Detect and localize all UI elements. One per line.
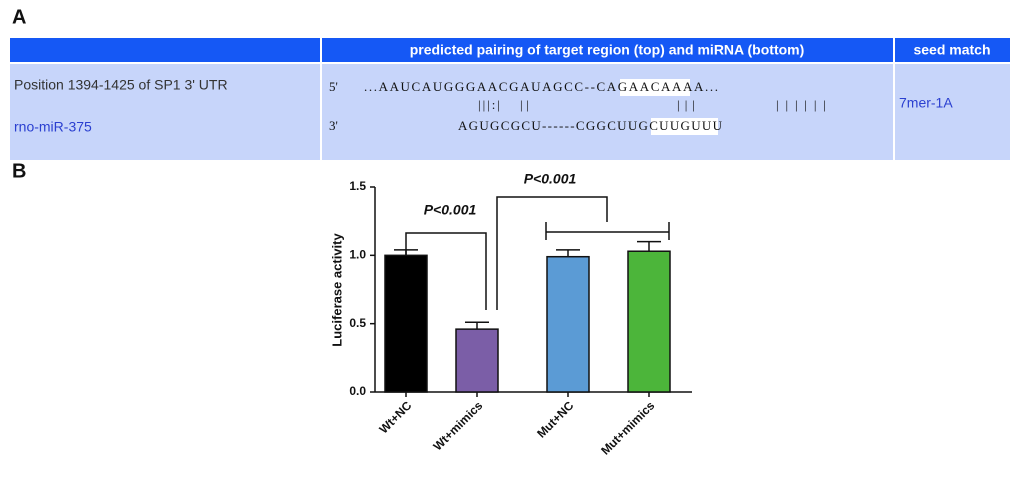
- strand-end: 3': [329, 118, 338, 133]
- seed-match: 7mer-1A: [899, 95, 953, 111]
- bar: [384, 254, 428, 393]
- site-text: Position 1394-1425 of SP1 3' UTR: [14, 77, 228, 93]
- mirna-name: rno-miR-375: [14, 119, 92, 135]
- y-tick-label: 0.0: [349, 384, 366, 398]
- body-cell: [322, 64, 893, 160]
- mirna-sequence: AGUGCGCU------CGGCUUGCUUGUUU: [458, 118, 723, 133]
- header-text: seed match: [913, 42, 990, 58]
- x-tick-label: Wt+mimics: [430, 398, 485, 453]
- seed-highlight: [620, 79, 690, 96]
- significance: P<0.001: [524, 171, 577, 187]
- panel-label: A: [12, 6, 26, 28]
- bracket: [405, 232, 487, 310]
- header-cell: [10, 38, 320, 62]
- x-tick-label: Mut+NC: [534, 398, 576, 440]
- significance: P<0.001: [424, 202, 477, 218]
- x-tick-label: Wt+NC: [376, 398, 414, 436]
- panel-label: B: [12, 160, 26, 182]
- bar: [455, 328, 499, 393]
- pairing: |||:|: [478, 97, 500, 112]
- header-text: predicted pairing of target region (top)…: [410, 42, 805, 58]
- bar: [546, 255, 590, 393]
- y-axis-label: Luciferase activity: [329, 233, 344, 347]
- y-tick-label: 1.0: [349, 248, 366, 262]
- header-cell: [322, 38, 893, 62]
- strand-end: 5': [329, 79, 338, 94]
- body-cell: [895, 64, 1010, 160]
- y-tick-label: 0.5: [349, 316, 366, 330]
- brackets: [405, 196, 670, 310]
- x-tick-label: Mut+mimics: [598, 398, 657, 457]
- header-cell: [895, 38, 1010, 62]
- seed-highlight: [651, 118, 718, 135]
- bracket: [496, 196, 608, 310]
- body-cell: [10, 64, 320, 160]
- y-tick-label: 1.5: [349, 179, 366, 193]
- bar: [627, 250, 671, 393]
